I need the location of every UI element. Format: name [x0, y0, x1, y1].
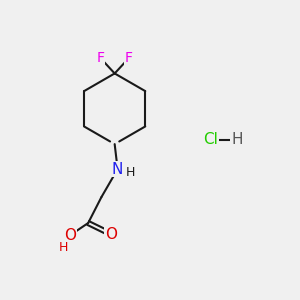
Text: Cl: Cl — [203, 132, 218, 147]
Text: F: F — [97, 51, 104, 65]
Text: H: H — [231, 132, 243, 147]
Text: O: O — [105, 227, 117, 242]
Text: H: H — [125, 166, 135, 179]
Text: F: F — [125, 51, 133, 65]
Text: O: O — [64, 228, 76, 243]
Text: H: H — [59, 241, 68, 254]
Text: N: N — [112, 162, 123, 177]
